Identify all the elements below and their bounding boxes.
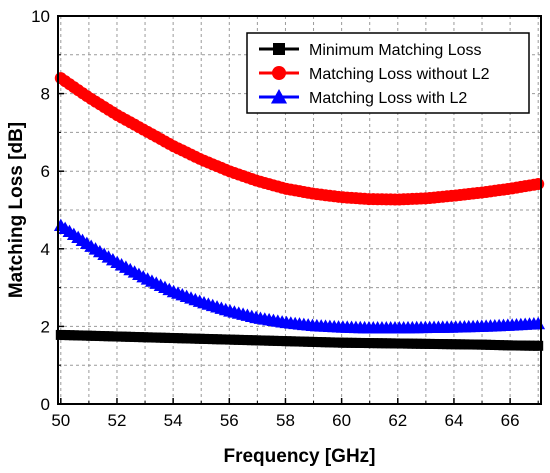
y-tick-label: 4	[41, 240, 50, 259]
x-tick-label: 54	[164, 411, 183, 430]
x-tick-label: 64	[444, 411, 463, 430]
series-circle	[54, 72, 545, 206]
y-tick-label: 6	[41, 162, 50, 181]
x-tick-label: 50	[51, 411, 70, 430]
legend: Minimum Matching Loss Matching Loss witho…	[246, 32, 530, 114]
x-tick-label: 58	[276, 411, 295, 430]
legend-marker	[272, 66, 286, 80]
series-triangle	[53, 218, 546, 334]
y-tick-label: 8	[41, 85, 50, 104]
legend-label: Minimum Matching Loss	[309, 42, 482, 59]
data-point	[532, 178, 545, 191]
series-layer	[53, 72, 546, 351]
ticks: 50 52 54 56 58 60 62 64 66 0 2 4 6 8 10	[31, 7, 539, 430]
y-tick-label: 10	[31, 7, 50, 26]
x-tick-label: 66	[501, 411, 520, 430]
x-tick-label: 60	[332, 411, 351, 430]
legend-marker	[273, 43, 285, 55]
y-tick-label: 2	[41, 317, 50, 336]
data-point	[533, 340, 544, 351]
series-square	[55, 329, 544, 351]
x-axis-title: Frequency [GHz]	[223, 446, 375, 467]
legend-marker	[270, 88, 288, 104]
legend-label: Matching Loss without L2	[309, 66, 490, 83]
y-axis-title: Matching Loss [dB]	[6, 122, 27, 298]
y-tick-label: 0	[41, 395, 50, 414]
legend-label: Matching Loss with L2	[309, 90, 467, 107]
x-tick-label: 56	[220, 411, 239, 430]
x-tick-label: 52	[108, 411, 127, 430]
x-tick-label: 62	[388, 411, 407, 430]
